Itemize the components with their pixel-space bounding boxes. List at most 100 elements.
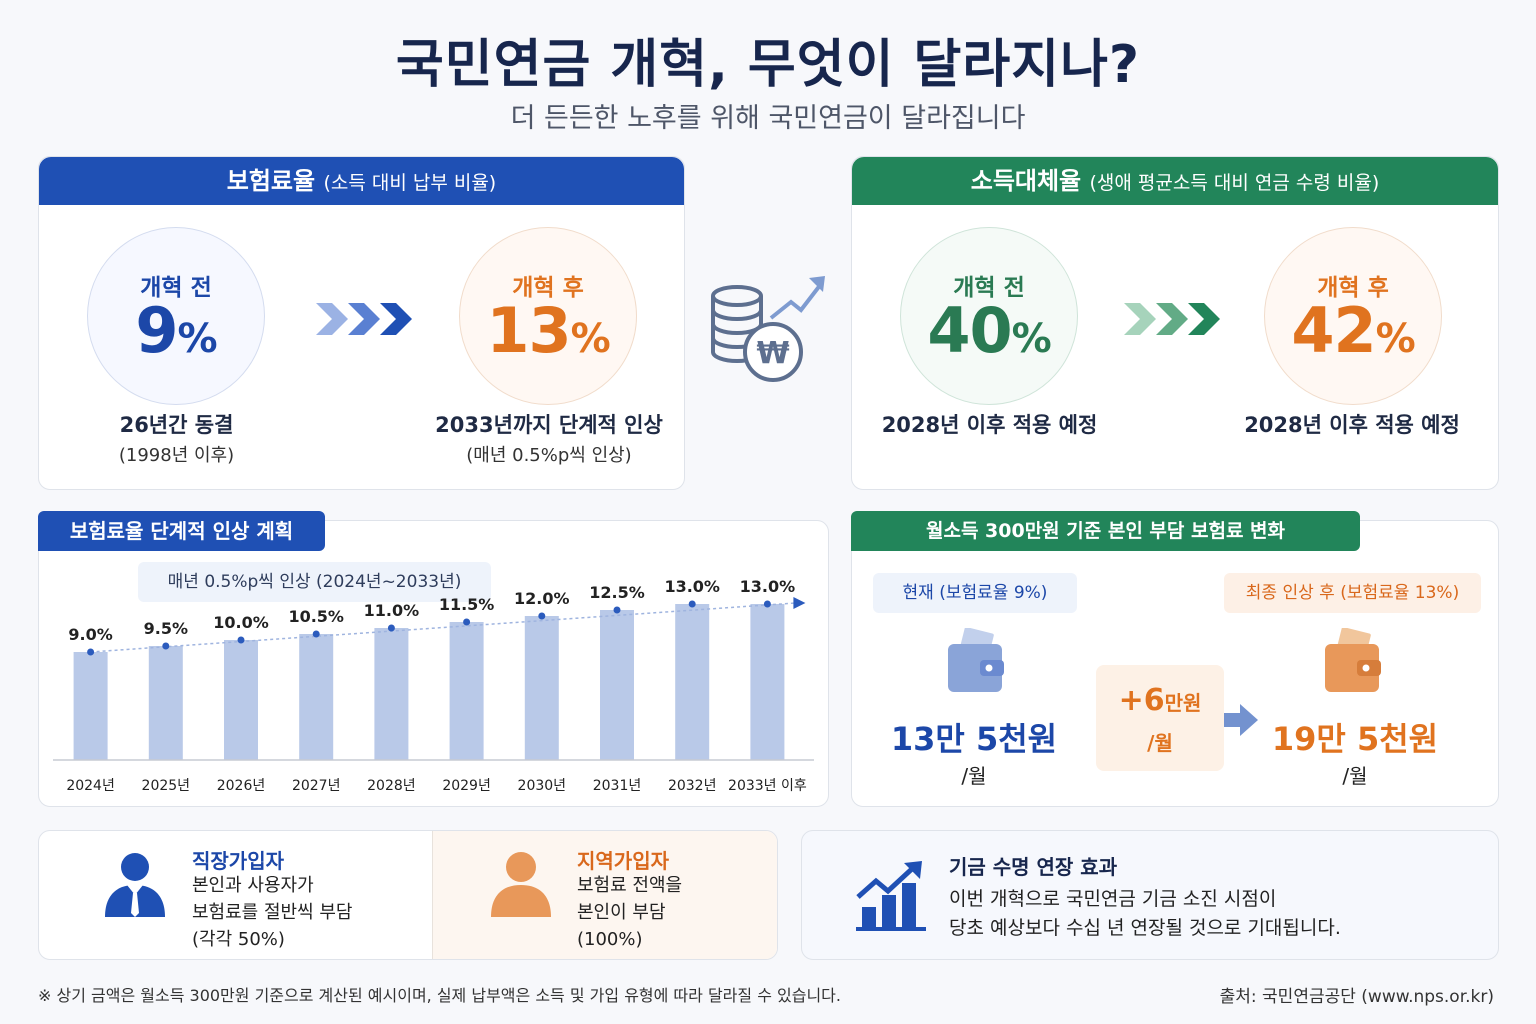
chevron-arrows-icon (316, 303, 412, 335)
replacement-before-circle: 개혁 전 40% (900, 227, 1078, 405)
chart-value-label: 9.0% (68, 625, 112, 644)
chart-tick-label: 2028년 (367, 778, 416, 794)
fund-panel: 기금 수명 연장 효과 이번 개혁으로 국민연금 기금 소진 시점이 당초 예상… (801, 830, 1499, 960)
regional-title: 지역가입자 (577, 849, 669, 873)
replacement-after-value: 42% (1291, 294, 1415, 367)
chart-bar (374, 628, 409, 760)
replacement-before-caption: 2028년 이후 적용 예정 (881, 413, 1098, 437)
plan-title: 보험료율 단계적 인상 계획 (38, 511, 325, 551)
premium-panel: 보험료율 (소득 대비 납부 비율) 개혁 전 9% 개혁 후 13% 26년간… (38, 156, 685, 490)
plan-note: 매년 0.5%p씩 인상 (2024년~2033년) (138, 562, 491, 602)
replacement-before-value: 40% (927, 294, 1051, 367)
worker-icon (105, 853, 165, 917)
replacement-after-circle: 개혁 후 42% (1264, 227, 1442, 405)
premium-before-value: 9% (135, 294, 217, 367)
premium-panel-header: 보험료율 (소득 대비 납부 비율) (39, 157, 684, 205)
premium-before-caption2: (1998년 이후) (118, 445, 235, 466)
workplace-line1: 본인과 사용자가 (192, 875, 314, 896)
chart-tick-label: 2030년 (518, 778, 567, 794)
growth-chart-icon (856, 861, 926, 931)
replacement-panel: 소득대체율 (생애 평균소득 대비 연금 수령 비율) 개혁 전 40% 개혁 … (851, 156, 1499, 490)
chart-point (237, 636, 245, 644)
chart-tick-label: 2024년 (66, 778, 115, 794)
chart-point (763, 600, 771, 608)
chart-value-label: 13.0% (664, 580, 720, 596)
replacement-after-label: 개혁 후 (1317, 275, 1389, 301)
burden-final-per: /월 (1342, 764, 1368, 788)
chart-point (538, 612, 546, 620)
chart-bar (449, 622, 484, 760)
chart-bar (600, 610, 634, 760)
chart-value-label: 10.0% (213, 613, 269, 632)
chart-point (688, 600, 696, 608)
chart-point (87, 648, 95, 656)
chart-trend-arrowhead (793, 597, 806, 609)
burden-diff-per: /월 (1147, 731, 1173, 755)
chart-tick-label: 2033년 이후 (728, 778, 807, 794)
fund-line1: 이번 개혁으로 국민연금 기금 소진 시점이 (949, 888, 1277, 910)
subscribers-panel: 직장가입자 본인과 사용자가 보험료를 절반씩 부담 (각각 50%) 지역가입… (38, 830, 778, 960)
chart-bar (148, 646, 183, 760)
chart-point (312, 630, 320, 638)
chart-tick-label: 2029년 (442, 778, 491, 794)
regional-line2: 본인이 부담 (577, 902, 666, 923)
chart-value-label: 11.0% (364, 601, 420, 620)
chart-value-label: 11.5% (439, 595, 495, 614)
chart-tick-label: 2031년 (593, 778, 642, 794)
chart-bar (750, 604, 785, 760)
chart-point (613, 606, 621, 614)
burden-current-amount: 13만 5천원 (890, 720, 1058, 758)
chevron-arrows-icon (1124, 303, 1220, 335)
premium-after-caption2: (매년 0.5%p씩 인상) (466, 445, 632, 466)
burden-final-amount: 19만 5천원 (1271, 720, 1439, 758)
burden-diff-box: +6만원 /월 (1096, 665, 1224, 771)
chart-tick-label: 2027년 (292, 778, 341, 794)
burden-diff-unit: 만원 (1164, 691, 1202, 715)
plan-chart: 9.0% 2024년 9.5% 2025년 10.0% 2026년 10.5% 2027년 11… (53, 580, 814, 794)
chart-bar (73, 652, 108, 760)
chart-bar (524, 616, 559, 760)
chart-bar (299, 634, 334, 760)
fund-line2: 당초 예상보다 수십 년 연장될 것으로 기대됩니다. (949, 917, 1341, 939)
premium-before-caption: 26년간 동결 (119, 413, 234, 437)
fund-title: 기금 수명 연장 효과 (949, 855, 1118, 879)
chart-trend-line (90, 602, 796, 653)
page-subtitle: 더 든든한 노후를 위해 국민연금이 달라집니다 (510, 103, 1026, 134)
premium-before-label: 개혁 전 (140, 275, 212, 301)
person-icon (491, 852, 551, 917)
regional-line3: (100%) (577, 929, 643, 950)
burden-final-label: 최종 인상 후 (보험료율 13%) (1224, 573, 1481, 613)
footer-source: 출처: 국민연금공단 (www.nps.or.kr) (1219, 987, 1494, 1007)
replacement-panel-header: 소득대체율 (생애 평균소득 대비 연금 수령 비율) (852, 157, 1498, 205)
wallet-icon (948, 628, 1004, 692)
premium-title-note: (소득 대비 납부 비율) (323, 172, 497, 194)
chart-value-label: 9.5% (144, 619, 188, 638)
chart-point (387, 624, 395, 632)
replacement-after-caption: 2028년 이후 적용 예정 (1244, 413, 1460, 437)
burden-current-label: 현재 (보험료율 9%) (873, 573, 1077, 613)
premium-after-caption: 2033년까지 단계적 인상 (435, 413, 663, 437)
premium-after-value: 13% (486, 294, 610, 367)
svg-text:₩: ₩ (756, 336, 789, 371)
chart-tick-label: 2025년 (142, 778, 191, 794)
burden-title: 월소득 300만원 기준 본인 부담 보험료 변화 (851, 511, 1360, 551)
footer-note: ※ 상기 금액은 월소득 300만원 기준으로 계산된 예시이며, 실제 납부액… (38, 986, 841, 1005)
chart-tick-label: 2032년 (668, 778, 717, 794)
chart-point (162, 642, 170, 650)
premium-after-circle: 개혁 후 13% (459, 227, 637, 405)
regional-bg (432, 831, 777, 959)
burden-diff-value: +6 (1118, 683, 1165, 718)
premium-after-label: 개혁 후 (512, 275, 584, 301)
workplace-line2: 보험료를 절반씩 부담 (192, 902, 353, 923)
chart-value-label: 12.0% (514, 589, 570, 608)
coins-growth-icon: ₩ (711, 276, 825, 382)
premium-before-circle: 개혁 전 9% (87, 227, 265, 405)
chart-value-label: 12.5% (589, 583, 645, 602)
regional-line1: 보험료 전액을 (577, 875, 683, 896)
replacement-title-note: (생애 평균소득 대비 연금 수령 비율) (1089, 172, 1380, 194)
chart-bar (224, 640, 258, 760)
chart-value-label: 10.5% (288, 607, 344, 626)
replacement-before-label: 개혁 전 (953, 275, 1025, 301)
chart-value-label: 13.0% (740, 580, 796, 596)
workplace-title: 직장가입자 (192, 849, 284, 873)
